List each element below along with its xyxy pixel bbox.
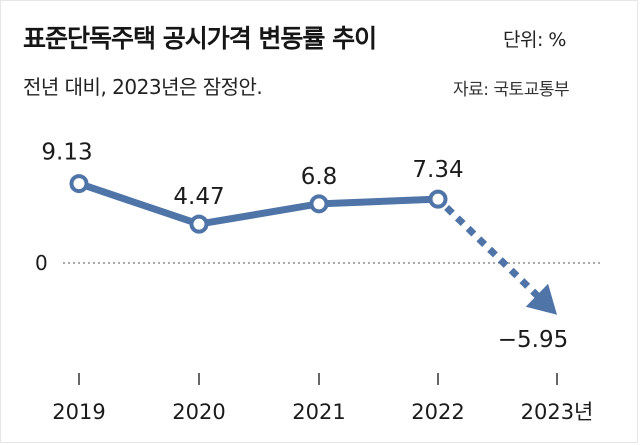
x-tick-0: 2019 xyxy=(52,400,105,424)
data-label-2020: 4.47 xyxy=(173,184,224,210)
data-point-2022 xyxy=(428,189,448,209)
chart-title: 표준단독주택 공시가격 변동률 추이 xyxy=(23,24,377,53)
x-tick-1: 2020 xyxy=(172,400,225,424)
data-label-2021: 6.8 xyxy=(301,164,338,190)
x-tick-4: 2023년 xyxy=(521,400,594,424)
x-tick-2: 2021 xyxy=(292,400,345,424)
x-tick-3: 2022 xyxy=(411,400,464,424)
data-label-2022: 7.34 xyxy=(412,157,463,183)
data-point-2019 xyxy=(69,174,89,194)
data-point-2020 xyxy=(189,214,209,234)
data-point-2021 xyxy=(309,194,329,214)
data-label-2023년: −5.95 xyxy=(498,327,568,353)
zero-label: 0 xyxy=(35,251,48,275)
projection-arrowhead xyxy=(525,283,557,315)
data-label-2019: 9.13 xyxy=(41,140,92,166)
projection-line xyxy=(444,204,544,302)
unit-label: 단위: % xyxy=(503,29,566,51)
source-label: 자료: 국토교통부 xyxy=(453,80,570,100)
series-line xyxy=(75,180,442,228)
chart-subtitle: 전년 대비, 2023년은 잠정안. xyxy=(23,75,263,99)
